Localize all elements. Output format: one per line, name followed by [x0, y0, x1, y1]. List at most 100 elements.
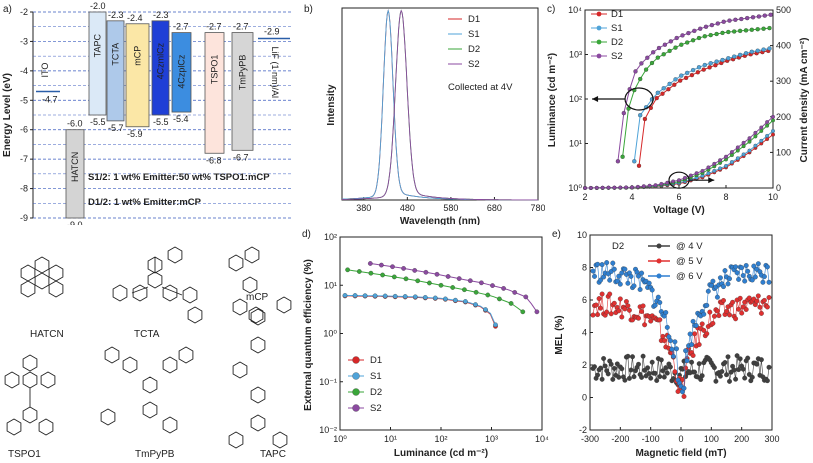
legend-label-d2: D2: [370, 387, 382, 398]
cur-s2-point: [606, 185, 611, 190]
band-hatcn: [65, 129, 85, 219]
mel-series-0-point: [758, 357, 764, 363]
eqe-d2-point: [368, 270, 374, 276]
y-axis-title: Luminance (cd m⁻²): [547, 53, 558, 147]
mel-series-1-point: [639, 309, 645, 314]
band-tspo1: [204, 32, 225, 154]
eqe-d2-point: [427, 280, 432, 286]
mel-series-1-point: [596, 296, 602, 302]
cur-s1-point: [724, 163, 728, 168]
y-tick-label: 10¹: [324, 280, 337, 290]
eqe-s2-point: [523, 294, 529, 300]
band-tmpypb: [231, 32, 254, 151]
mel-series-0-point: [645, 365, 651, 371]
mel-series-0-point: [733, 376, 739, 382]
y2-tick-label: 200: [776, 112, 791, 122]
mel-series-2-point: [611, 266, 617, 272]
cur-s2-point: [718, 158, 723, 163]
mel-series-2-point: [689, 342, 695, 348]
tspo1-ring: [22, 371, 38, 389]
lum-d1-point: [701, 67, 706, 72]
x-tick-label: 480: [400, 203, 415, 213]
tapc-ring: [276, 296, 292, 314]
mel-series-0-point: [646, 371, 652, 376]
mel-series-1-point: [590, 312, 596, 318]
lum-d2-point: [679, 42, 684, 47]
lum-d2-point: [649, 60, 655, 66]
lum-d2-point: [737, 28, 743, 34]
mel-series-0-point: [664, 370, 670, 376]
molecule-name-tcta: TCTA: [134, 329, 160, 340]
eqe-d2-point: [380, 272, 385, 278]
mel-series-2-point: [616, 273, 622, 279]
layer-name: TCTA: [111, 43, 121, 66]
mel-series-1-point: [701, 327, 707, 333]
lum-s2-point: [762, 13, 767, 18]
mcp-ring: [228, 254, 244, 272]
lum-s2-point: [615, 159, 621, 164]
mel-series-2-point: [604, 260, 610, 266]
x-tick-label: 10: [768, 192, 778, 202]
x-tick-label: 580: [443, 203, 458, 213]
band-4czmlcz: [151, 20, 170, 116]
lum-s2-point: [733, 17, 738, 22]
legend-marker: [656, 258, 662, 264]
eqe-s2-point: [434, 271, 440, 277]
x-tick-label: 0: [678, 434, 683, 444]
lum-d1-point: [672, 82, 677, 87]
lum-s2-point: [680, 33, 685, 38]
tcta-ring: [167, 246, 183, 264]
mel-series-2-point: [733, 264, 739, 270]
mel-series-2-point: [622, 266, 628, 272]
cur-s2-point: [753, 130, 758, 135]
level-label-lumo: -2.3: [108, 10, 124, 20]
x-tick-label: -300: [581, 434, 599, 444]
lum-s2-point: [739, 16, 744, 22]
cur-s2-point: [765, 120, 770, 125]
panel-label-c: c): [547, 4, 555, 15]
mel-series-2-point: [701, 311, 707, 317]
cur-s2-point: [653, 183, 658, 188]
layer-name: TmPyPB: [238, 55, 248, 91]
lum-s1-point: [696, 65, 702, 70]
x-axis-title: Magnetic field (mT): [635, 448, 726, 459]
mel-series-2-point: [683, 348, 689, 354]
cur-s1-point: [706, 171, 711, 176]
mel-series-1-point: [640, 303, 646, 309]
tcta-ring: [182, 286, 198, 304]
mel-series-2-point: [721, 284, 726, 290]
eqe-s1-point: [382, 293, 388, 299]
lum-d2-point: [643, 67, 649, 72]
mel-series-2-point: [669, 346, 675, 352]
mel-series-1-point: [642, 322, 648, 328]
mel-series-2-point: [749, 277, 755, 283]
layer-name-lif: LiF (1 nm)/Al: [270, 46, 280, 98]
mel-series-2-point: [751, 263, 757, 269]
eqe-s1-point: [342, 293, 348, 298]
legend-label-s2: S2: [611, 51, 623, 62]
mel-series-0-point: [737, 356, 743, 362]
mel-series-2-point: [761, 274, 767, 280]
cur-s2-point: [747, 136, 752, 141]
mel-series-2-point: [657, 300, 663, 305]
eqe-d2-point: [508, 301, 514, 306]
mel-series-2-point: [736, 276, 742, 282]
mel-series-2-point: [637, 287, 643, 292]
mel-series-0-point: [649, 359, 655, 365]
cur-d2-point: [747, 139, 752, 144]
lum-s2-point: [633, 69, 638, 74]
tapc-ring: [250, 308, 266, 326]
mel-series-1-point: [739, 310, 745, 316]
y-tick-label: 10⁴: [568, 5, 582, 15]
bond: [161, 286, 183, 296]
eqe-line-d2: [347, 269, 524, 313]
mel-series-2-point: [625, 280, 631, 286]
y-tick-label: -8: [20, 184, 28, 194]
lum-s2-point: [750, 15, 756, 20]
y-tick-label: 6: [582, 295, 587, 305]
mel-series-0-point: [592, 364, 597, 370]
lum-d2-point: [661, 52, 666, 57]
band-mcp: [125, 23, 150, 128]
tcta-ring: [112, 284, 128, 302]
cur-s2-point: [729, 150, 734, 154]
